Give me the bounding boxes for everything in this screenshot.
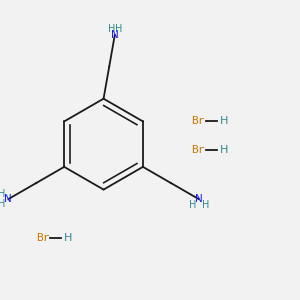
Text: Br: Br — [191, 145, 205, 155]
Text: N: N — [195, 194, 203, 204]
Text: H: H — [0, 189, 6, 199]
Text: Br: Br — [36, 233, 50, 243]
Text: N: N — [111, 30, 118, 40]
Text: N: N — [4, 194, 12, 204]
Text: H: H — [108, 24, 116, 34]
Text: H: H — [64, 233, 73, 243]
Text: H: H — [189, 200, 197, 210]
Text: H: H — [0, 200, 6, 209]
Text: H: H — [115, 24, 122, 34]
Text: Br: Br — [191, 116, 205, 126]
Text: H: H — [220, 116, 228, 126]
Text: H: H — [202, 200, 210, 210]
Text: H: H — [220, 145, 228, 155]
